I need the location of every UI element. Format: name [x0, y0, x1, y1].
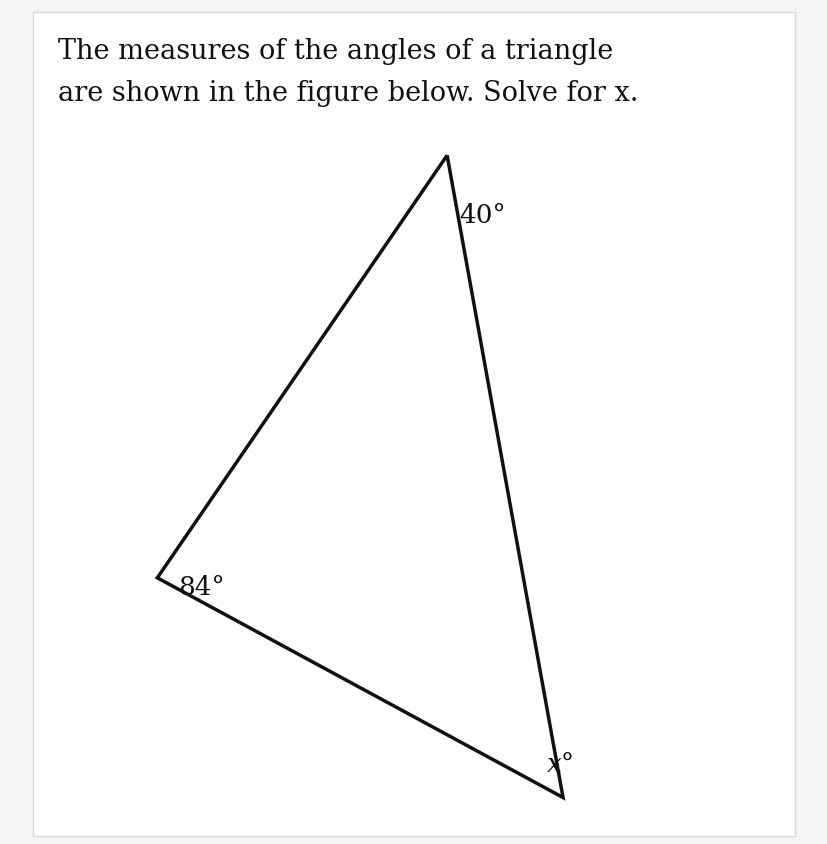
- Text: 40°: 40°: [459, 203, 505, 228]
- Text: are shown in the figure below. Solve for x.: are shown in the figure below. Solve for…: [58, 80, 638, 107]
- Text: The measures of the angles of a triangle: The measures of the angles of a triangle: [58, 38, 613, 65]
- FancyBboxPatch shape: [33, 13, 794, 836]
- Text: 84°: 84°: [178, 574, 224, 599]
- Text: x°: x°: [546, 751, 574, 776]
